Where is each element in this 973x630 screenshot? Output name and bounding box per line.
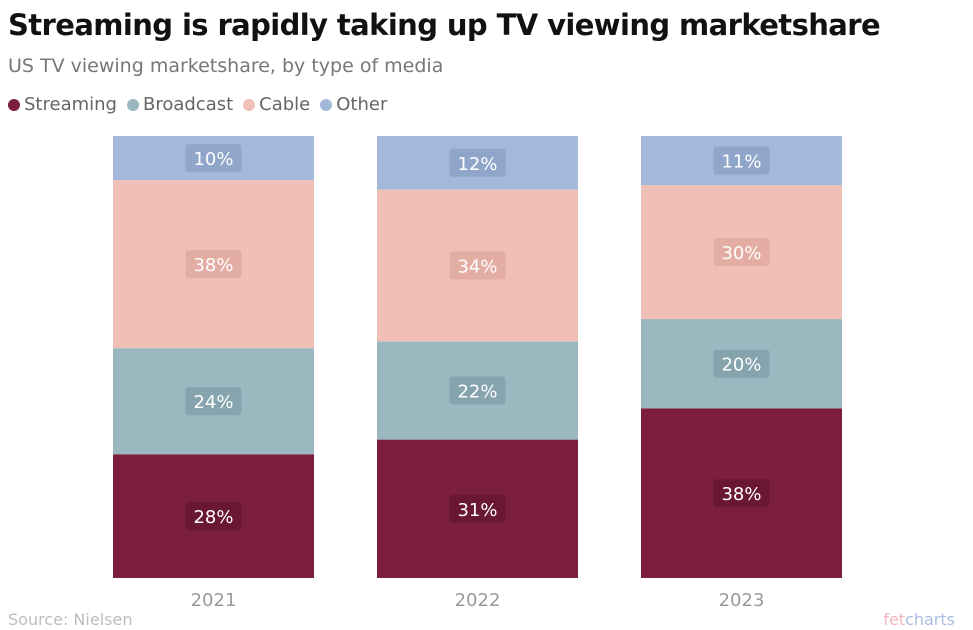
data-label-bg-broadcast-2021 <box>185 387 242 416</box>
chart-subtitle: US TV viewing marketshare, by type of me… <box>8 55 444 77</box>
legend-swatch-other <box>320 98 333 111</box>
legend-swatch-streaming <box>8 98 20 111</box>
brand-logo: fetcharts <box>883 610 955 629</box>
data-label-bg-other-2021 <box>185 144 242 173</box>
source-note: Source: Nielsen <box>8 610 133 629</box>
legend-label-streaming: Streaming <box>24 94 117 115</box>
data-label-other-2022: 12% <box>457 154 497 175</box>
legend-label-broadcast: Broadcast <box>142 94 234 115</box>
data-label-bg-cable-2021 <box>185 250 242 279</box>
x-tick-label-2021: 2021 <box>191 590 237 611</box>
data-label-bg-streaming-2021 <box>185 502 242 531</box>
data-label-other-2023: 11% <box>721 152 761 173</box>
data-label-bg-other-2023 <box>713 146 770 175</box>
legend-swatch-broadcast <box>126 98 139 111</box>
data-label-bg-streaming-2023 <box>713 479 770 508</box>
legend-item-cable: Cable <box>243 94 310 115</box>
data-label-streaming-2022: 31% <box>457 500 497 521</box>
data-label-cable-2023: 30% <box>721 243 761 264</box>
legend-item-other: Other <box>320 94 387 115</box>
data-label-bg-streaming-2022 <box>449 494 506 523</box>
data-label-broadcast-2023: 20% <box>721 355 761 376</box>
legend-swatch-cable <box>243 98 256 111</box>
data-label-streaming-2023: 38% <box>721 484 761 505</box>
data-label-bg-cable-2023 <box>713 238 770 267</box>
data-label-cable-2022: 34% <box>457 256 497 277</box>
data-label-bg-cable-2022 <box>449 251 506 280</box>
legend: Streaming Broadcast Cable Other <box>8 94 387 115</box>
data-label-broadcast-2022: 22% <box>457 381 497 402</box>
data-label-other-2021: 10% <box>193 149 233 170</box>
data-label-bg-broadcast-2023 <box>713 349 770 378</box>
data-label-bg-broadcast-2022 <box>449 376 506 405</box>
data-label-broadcast-2021: 24% <box>193 392 233 413</box>
legend-label-other: Other <box>336 94 388 115</box>
data-label-streaming-2021: 28% <box>193 507 233 528</box>
x-tick-label-2023: 2023 <box>719 590 765 611</box>
chart-title: Streaming is rapidly taking up TV viewin… <box>8 8 881 42</box>
data-label-cable-2021: 38% <box>193 255 233 276</box>
data-label-bg-other-2022 <box>449 148 506 177</box>
legend-label-cable: Cable <box>259 94 311 115</box>
legend-item-streaming: Streaming <box>8 94 117 115</box>
x-tick-label-2022: 2022 <box>455 590 501 611</box>
legend-item-broadcast: Broadcast <box>126 94 234 115</box>
